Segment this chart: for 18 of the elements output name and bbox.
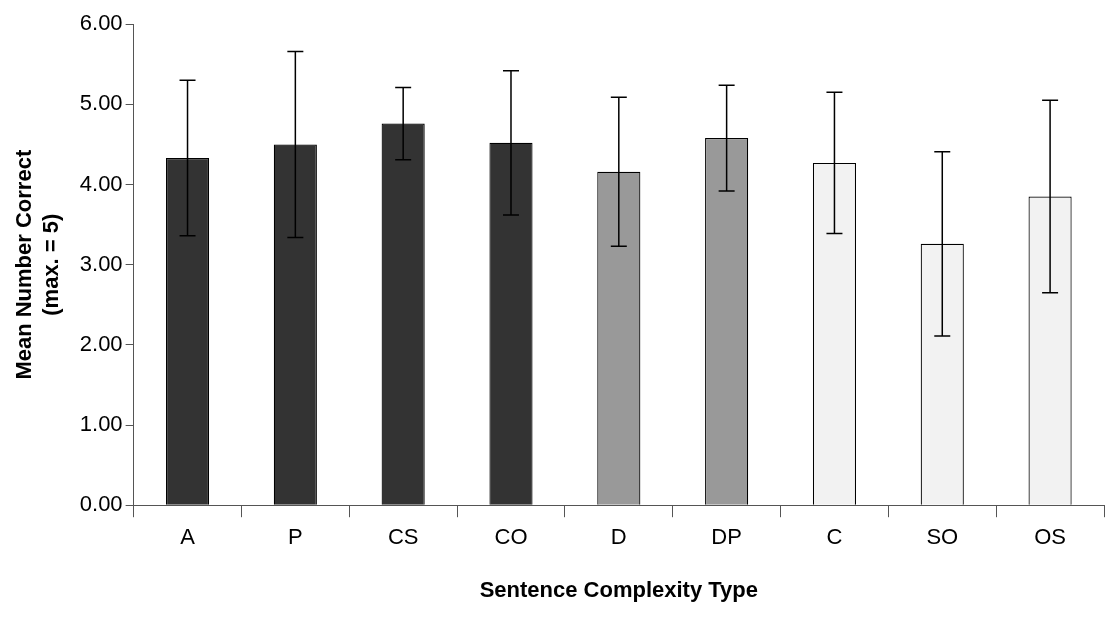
- y-tick-label: 4.00: [79, 170, 123, 196]
- x-axis-title: Sentence Complexity Type: [479, 576, 758, 602]
- x-tick-label: D: [610, 524, 627, 550]
- y-tick-label: 2.00: [79, 330, 123, 356]
- x-tick-label: SO: [926, 524, 959, 550]
- x-tick-label: CS: [387, 524, 419, 550]
- x-tick-label: OS: [1034, 524, 1066, 550]
- x-tick-label: C: [826, 524, 843, 550]
- y-tick-label: 0.00: [79, 491, 123, 517]
- x-tick-label: CO: [494, 524, 528, 550]
- x-tick-label: P: [288, 524, 303, 550]
- y-axis-title: Mean Number Correct (max. = 5): [11, 149, 63, 380]
- x-tick-label: DP: [711, 524, 742, 550]
- y-tick-label: 3.00: [79, 250, 123, 276]
- y-tick-label: 5.00: [79, 90, 123, 116]
- y-tick-label: 1.00: [79, 411, 123, 437]
- x-tick-label: A: [180, 524, 196, 550]
- y-tick-label: 6.00: [79, 10, 123, 36]
